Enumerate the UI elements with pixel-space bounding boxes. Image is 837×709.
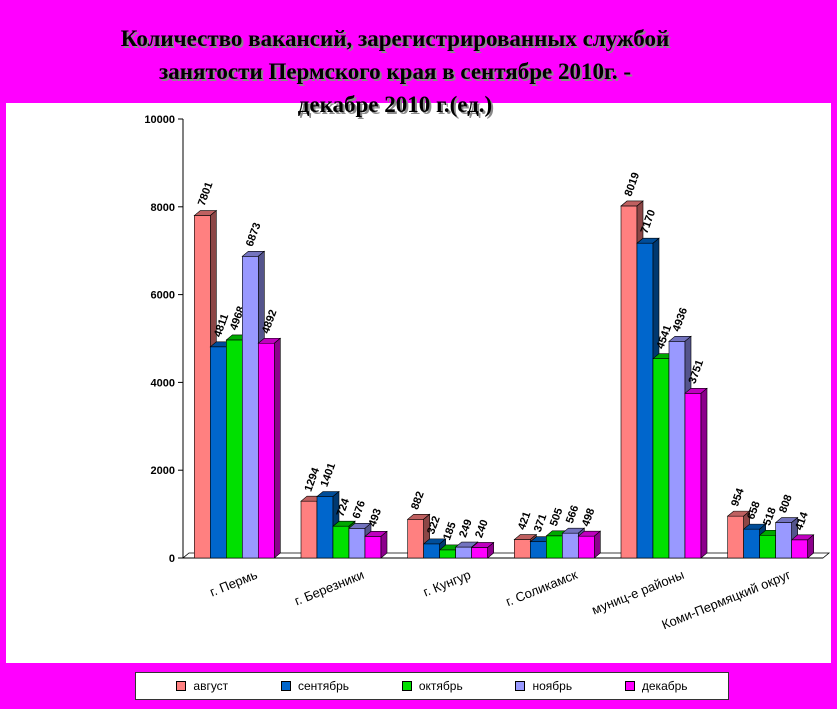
bar-side [274,337,281,559]
legend-item: декабрь [624,679,688,693]
data-label: 322 [425,515,443,536]
chart-title-line-2: занятости Пермского края в сентябре 2010… [159,59,631,84]
bar-front [546,535,563,559]
y-tick-label: 6000 [151,290,175,302]
bar-front [439,549,456,559]
legend-label: ноябрь [532,679,573,693]
bar [364,530,388,559]
legend-swatch [624,681,635,691]
legend-swatch [401,681,412,691]
data-label: 658 [745,500,763,521]
bar-front [727,515,744,559]
data-label: 676 [351,499,369,520]
data-label: 1401 [319,461,339,488]
bar-front [226,339,243,559]
legend-swatch [280,681,291,691]
bar-front [684,393,702,559]
bar-front [668,341,686,559]
bar-side [594,530,601,559]
data-label: 505 [548,507,566,528]
x-tick-label: г. Кунгур [421,567,473,600]
bar-front [364,536,382,559]
data-label: 6873 [244,221,264,248]
data-label: 498 [580,507,598,528]
data-label: 421 [516,510,534,531]
bar-front [759,534,776,559]
bar-front [471,547,488,559]
chart-title-line-1: Количество вакансий, зарегистрированных … [120,26,670,51]
bar [684,387,708,559]
legend-item: ноябрь [515,679,572,693]
bar-side [380,530,388,559]
data-label: 8019 [623,171,643,198]
bar [577,530,602,559]
bar-front [332,525,350,559]
legend-label: октябрь [418,679,463,693]
legend-item: август [176,679,228,693]
data-label: 954 [729,486,747,508]
y-tick-label: 2000 [151,465,175,477]
y-tick-label: 0 [169,553,175,565]
bar-front [562,532,579,559]
bar-front [423,543,440,559]
bar [790,534,815,559]
bar-front [348,528,366,559]
data-label: 566 [564,504,582,525]
legend-label: сентябрь [297,679,350,693]
bar-front [620,205,638,559]
bar-side [700,387,708,559]
bar-front [743,528,760,559]
legend-label: август [193,679,229,693]
bar-front [455,546,472,559]
x-tick-label: г. Соликамск [503,567,579,609]
bar-front [258,342,275,559]
y-tick-label: 4000 [151,377,175,389]
bar-front [514,539,531,559]
x-tick-label: г. Пермь [208,567,260,600]
data-label: 414 [793,510,811,532]
data-label: 808 [777,493,795,514]
legend-item: октябрь [401,679,463,693]
bar-front [407,518,424,559]
data-label: 240 [473,518,491,539]
data-label: 518 [761,506,779,527]
legend-item: сентябрь [280,679,350,693]
bar-front [775,522,792,559]
bar-chart: 0200040006000800010000780148114968687348… [144,114,831,632]
legend-label: декабрь [641,679,688,693]
data-label: 4936 [671,306,691,333]
bar-front [210,346,227,559]
y-tick-label: 10000 [144,114,175,126]
data-label: 882 [409,490,427,511]
x-tick-label: муниц-е районы [590,567,687,618]
chart-title: Количество вакансий, зарегистрированных … [0,22,790,121]
legend: август сентябрь октябрь ноябрь декабрь [135,672,729,700]
bar-front [530,541,547,559]
bar-front [300,500,318,559]
data-label: 371 [532,512,550,533]
chart-title-line-3: декабре 2010 г.(ед.) [297,92,493,117]
legend-swatch [176,681,187,691]
bar-front [194,215,211,559]
bar [257,337,282,559]
bar-front [578,535,595,559]
data-label: 7801 [196,180,216,207]
bar-side [807,534,814,559]
bar-front [652,358,670,559]
x-tick-label: г. Березники [292,567,366,609]
bar-front [242,255,259,559]
bar [470,541,495,559]
data-label: 185 [441,521,459,542]
bar-front [791,539,808,559]
bar-front [636,242,654,559]
plot-panel: 0 2000 4000 6000 8000 10000 7801 4811 4968 6873 48… [6,103,831,663]
bar-front [316,496,334,559]
bar-side [487,541,494,559]
data-label: 493 [367,507,385,528]
y-tick-label: 8000 [151,202,175,214]
data-label: 249 [457,518,475,539]
legend-swatch [515,681,526,691]
